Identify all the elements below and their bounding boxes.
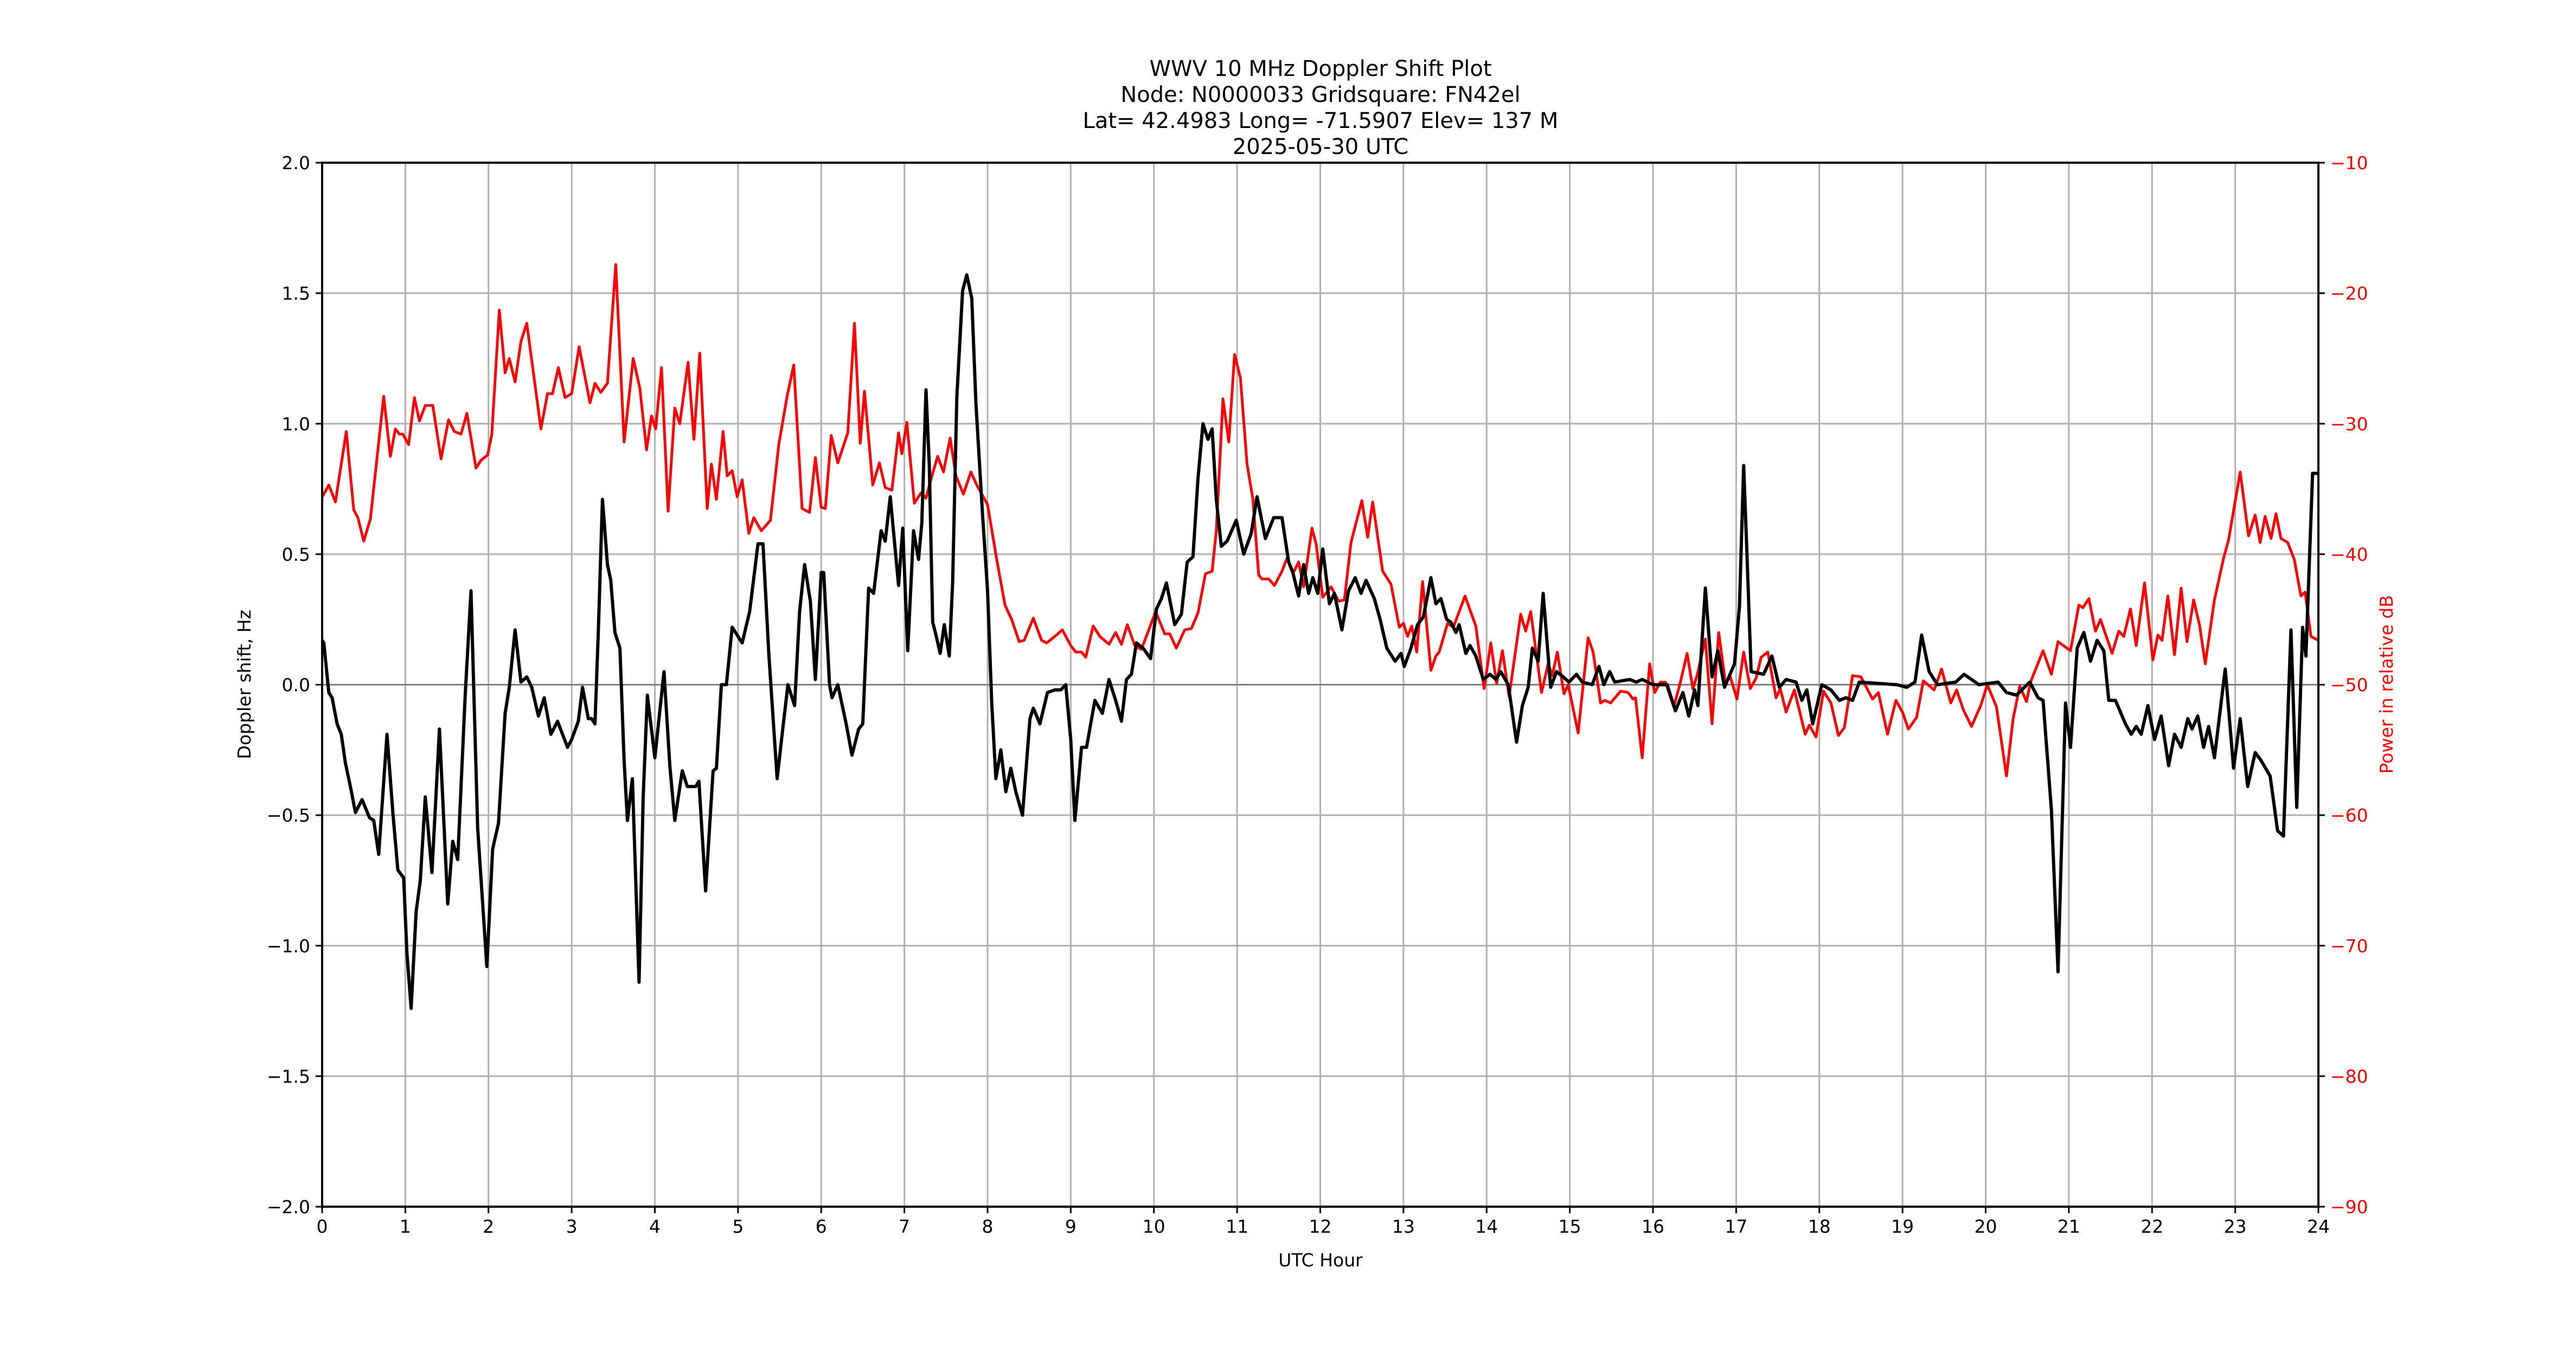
right-y-tick-label: −10 xyxy=(2330,152,2368,174)
title-line-4: 2025-05-30 UTC xyxy=(1233,134,1408,159)
x-tick-label: 9 xyxy=(1065,1216,1076,1237)
right-y-tick-label: −90 xyxy=(2330,1196,2368,1218)
x-tick-label: 24 xyxy=(2307,1216,2330,1237)
right-y-axis-ticks: −10 −20 −30 −40 −50 −60 −70 −80 −90 xyxy=(2318,152,2368,1218)
x-tick-label: 2 xyxy=(483,1216,494,1237)
right-y-axis-label: Power in relative dB xyxy=(2376,595,2397,773)
x-tick-label: 15 xyxy=(1559,1216,1581,1237)
left-y-tick-label: 1.5 xyxy=(282,283,310,304)
x-tick-label: 16 xyxy=(1642,1216,1664,1237)
right-y-tick-label: −30 xyxy=(2330,413,2368,434)
title-line-3: Lat= 42.4983 Long= -71.5907 Elev= 137 M xyxy=(1083,108,1559,133)
doppler-line xyxy=(321,273,2318,1010)
x-tick-label: 4 xyxy=(649,1216,661,1237)
left-y-tick-label: 0.0 xyxy=(282,675,310,696)
x-tick-label: 20 xyxy=(1975,1216,1997,1237)
x-axis-label: UTC Hour xyxy=(1278,1250,1363,1271)
power-line xyxy=(321,263,2319,778)
x-tick-label: 1 xyxy=(400,1216,411,1237)
x-tick-label: 23 xyxy=(2224,1216,2247,1237)
x-tick-label: 3 xyxy=(566,1216,578,1237)
right-y-tick-label: −20 xyxy=(2330,283,2368,304)
left-y-tick-label: −0.5 xyxy=(267,805,310,826)
x-tick-label: 13 xyxy=(1392,1216,1415,1237)
right-y-tick-label: −60 xyxy=(2330,805,2368,826)
x-tick-label: 17 xyxy=(1725,1216,1747,1237)
right-y-tick-label: −50 xyxy=(2330,675,2368,696)
left-y-tick-label: −1.5 xyxy=(267,1066,310,1087)
chart-title: WWV 10 MHz Doppler Shift Plot Node: N000… xyxy=(1083,56,1559,159)
x-tick-label: 14 xyxy=(1475,1216,1498,1237)
x-tick-label: 11 xyxy=(1226,1216,1248,1237)
x-tick-label: 5 xyxy=(732,1216,744,1237)
left-y-axis-ticks: 2.0 1.5 1.0 0.5 0.0 −0.5 −1.0 −1.5 −2.0 xyxy=(267,152,322,1218)
x-tick-label: 6 xyxy=(816,1216,827,1237)
left-y-tick-label: −2.0 xyxy=(267,1196,310,1218)
x-tick-label: 22 xyxy=(2141,1216,2163,1237)
x-tick-label: 19 xyxy=(1891,1216,1914,1237)
x-tick-label: 12 xyxy=(1309,1216,1332,1237)
left-y-tick-label: 2.0 xyxy=(282,152,310,174)
right-y-tick-label: −70 xyxy=(2330,936,2368,957)
left-y-tick-label: 0.5 xyxy=(282,544,310,565)
x-axis-ticks: 0 1 2 3 4 5 6 7 8 9 10 11 12 13 14 15 16 17 18 19 20 21 22 23 24 xyxy=(317,1207,2330,1237)
left-y-axis-label: Doppler shift, Hz xyxy=(234,610,255,759)
left-y-tick-label: −1.0 xyxy=(267,936,310,957)
title-line-1: WWV 10 MHz Doppler Shift Plot xyxy=(1149,56,1491,81)
right-y-tick-label: −80 xyxy=(2330,1066,2368,1087)
x-tick-label: 10 xyxy=(1143,1216,1165,1237)
x-tick-label: 7 xyxy=(899,1216,910,1237)
x-tick-label: 18 xyxy=(1808,1216,1831,1237)
right-y-tick-label: −40 xyxy=(2330,544,2368,565)
left-y-tick-label: 1.0 xyxy=(282,413,310,434)
x-tick-label: 0 xyxy=(317,1216,328,1237)
title-line-2: Node: N0000033 Gridsquare: FN42el xyxy=(1120,82,1520,107)
x-tick-label: 8 xyxy=(982,1216,994,1237)
data-series xyxy=(321,263,2319,1010)
x-tick-label: 21 xyxy=(2058,1216,2080,1237)
